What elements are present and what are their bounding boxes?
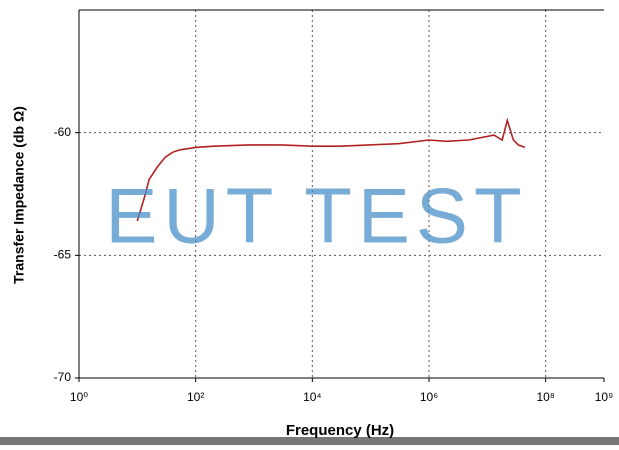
- data-line: [136, 117, 526, 222]
- x-tick-label: 10⁶: [420, 390, 438, 404]
- x-tick-label: 10²: [187, 390, 204, 404]
- x-tick-label: 10⁴: [303, 390, 322, 404]
- y-tick-label: -65: [54, 248, 72, 262]
- y-tick-label: -70: [54, 370, 72, 384]
- x-axis-label: Frequency (Hz): [286, 422, 394, 439]
- y-tick-label: -60: [54, 125, 72, 139]
- y-axis-label: Transfer Impedance (db Ω): [11, 106, 27, 284]
- x-tick-label: 10⁸: [536, 390, 554, 404]
- x-tick-label: 10⁰: [70, 390, 88, 404]
- bottom-bar: [0, 437, 619, 445]
- watermark: EUT TEST: [105, 172, 527, 260]
- x-tick-label: 10⁹: [595, 390, 614, 404]
